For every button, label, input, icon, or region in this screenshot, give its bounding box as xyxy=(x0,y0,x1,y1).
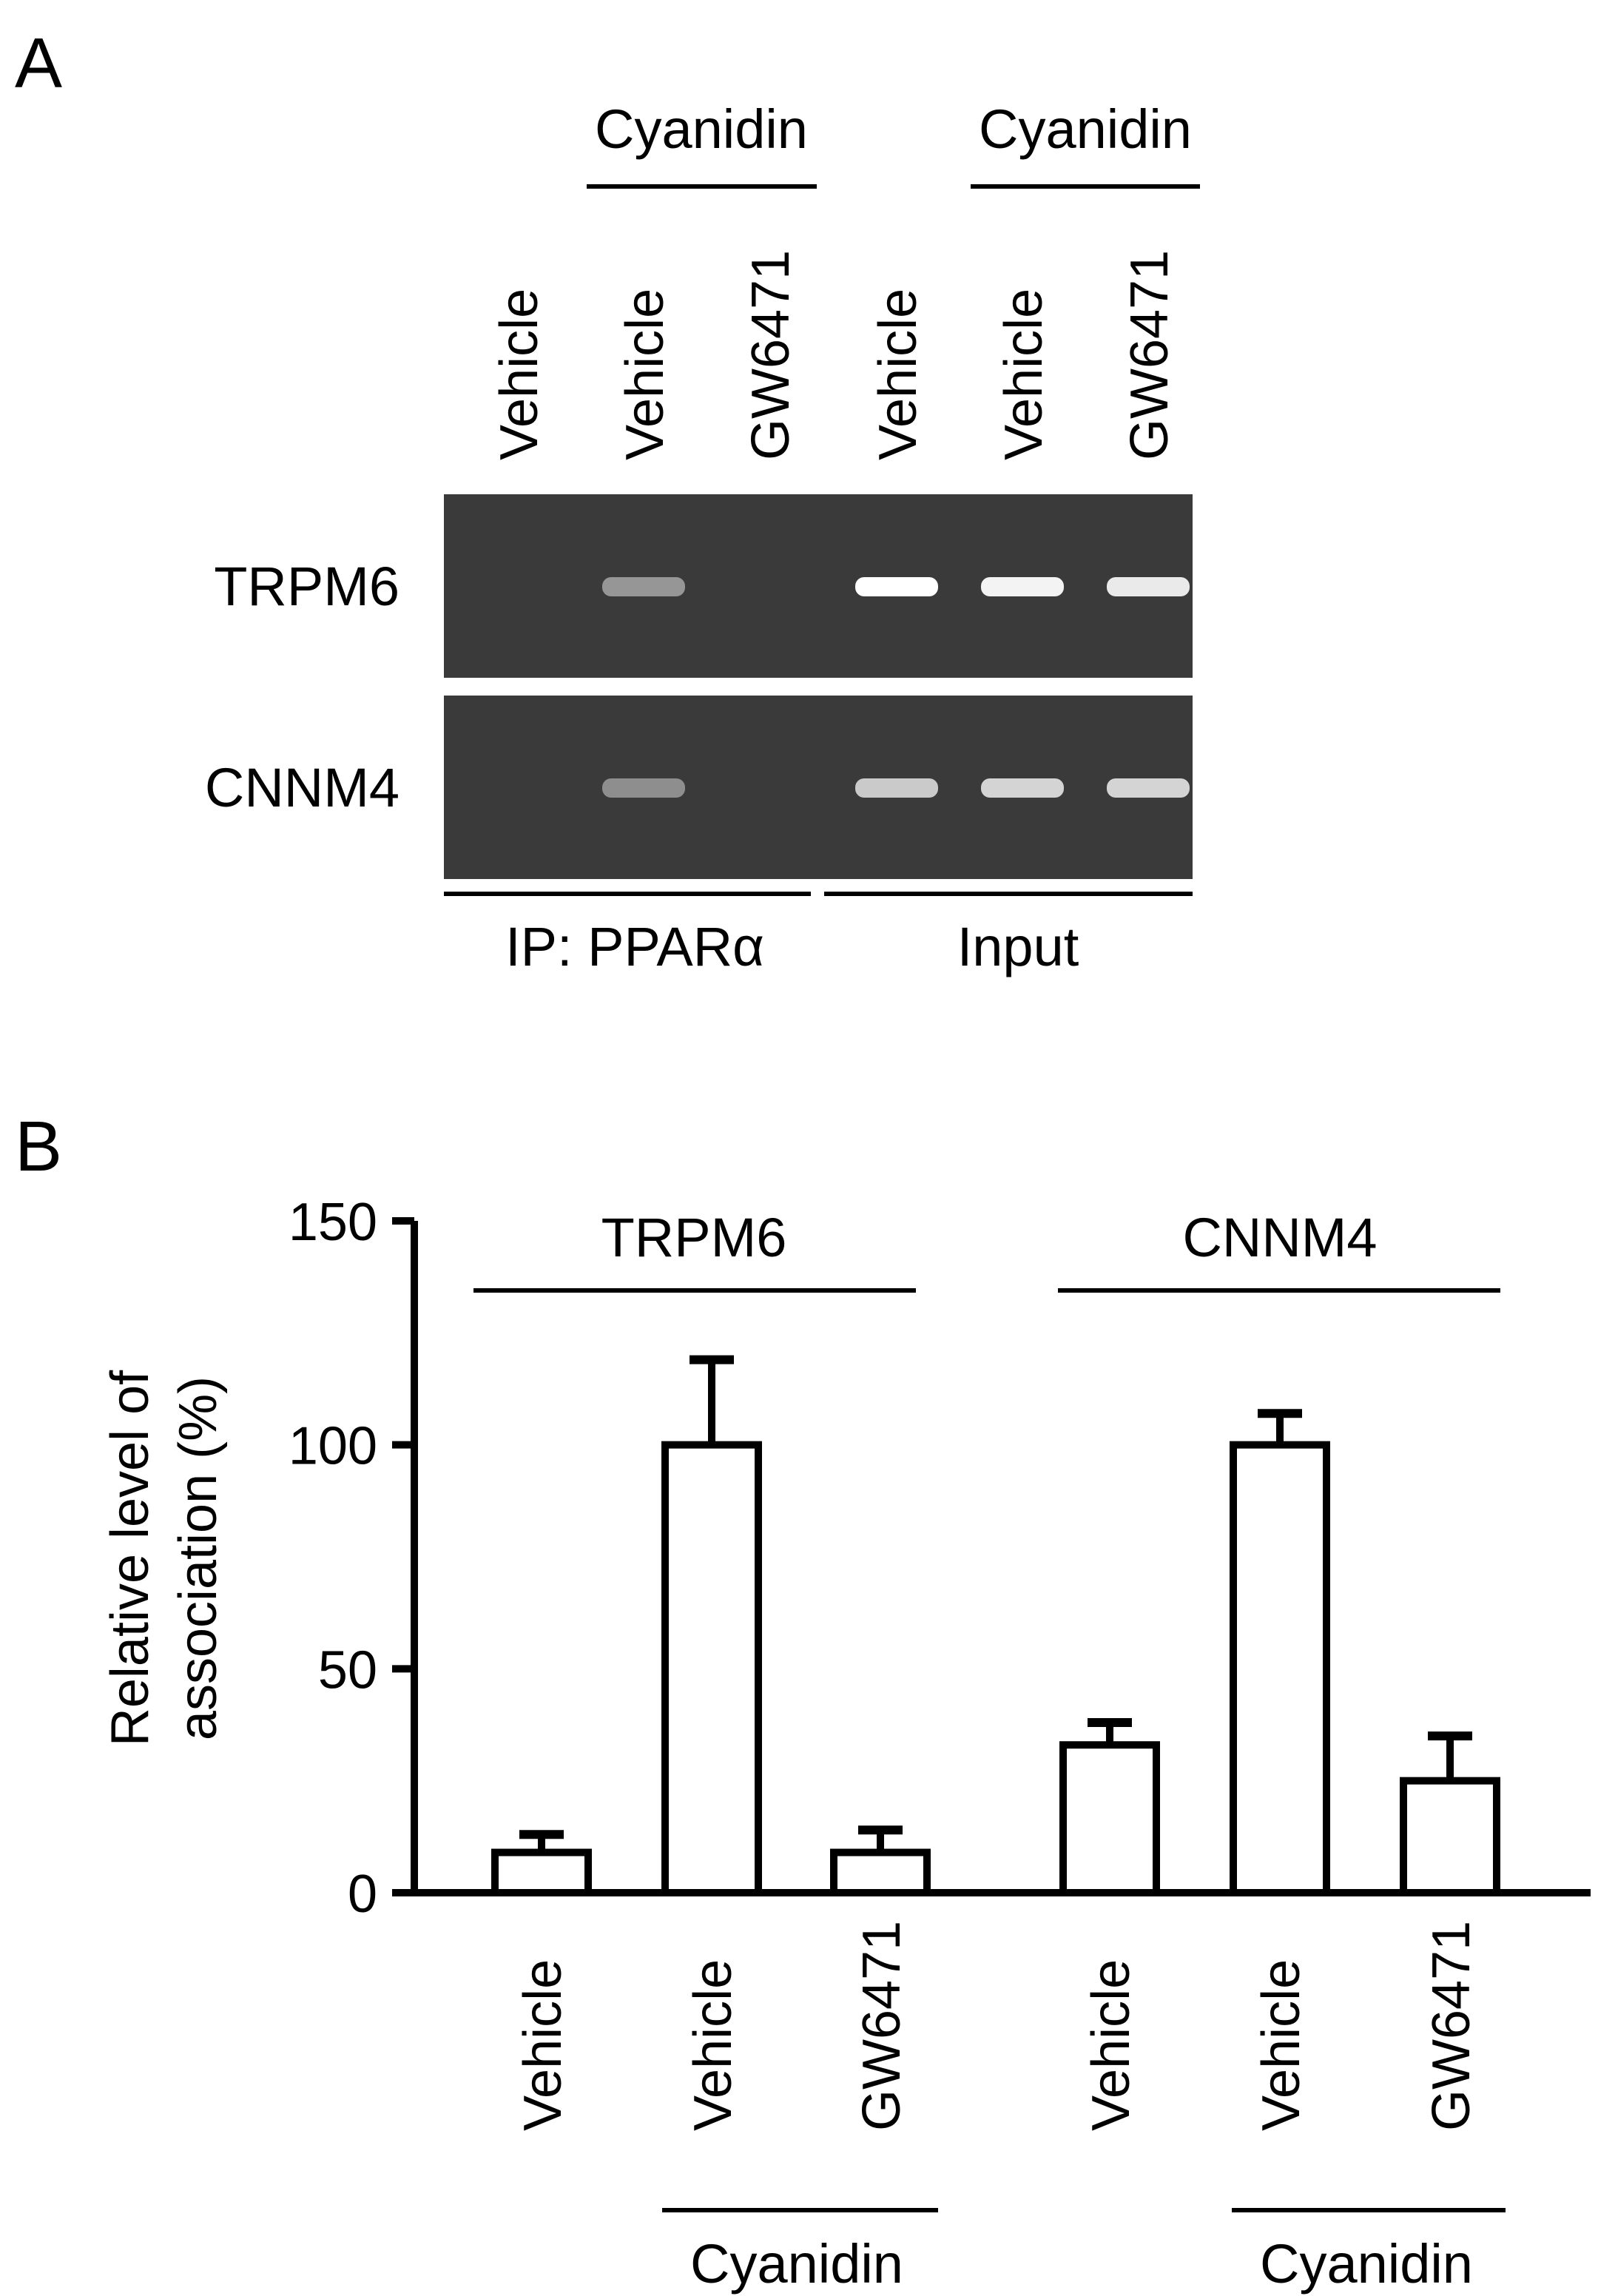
y-tick-label: 150 xyxy=(289,1193,377,1252)
gel-band xyxy=(855,577,938,596)
group-label: TRPM6 xyxy=(601,1207,787,1268)
lane-label: Vehicle xyxy=(869,289,928,460)
gel-image xyxy=(444,494,1193,678)
gel-band xyxy=(981,577,1064,596)
x-tick-label: Vehicle xyxy=(513,1959,573,2131)
y-axis-label-line-1: Relative level of xyxy=(101,1370,160,1746)
bar xyxy=(661,1441,762,1896)
y-tick-label: 50 xyxy=(318,1640,377,1700)
treatment-label: Cyanidin xyxy=(1260,2233,1473,2295)
blot-label: TRPM6 xyxy=(214,556,400,617)
gel-image xyxy=(444,696,1193,879)
bar xyxy=(1230,1441,1330,1896)
treatment-label: Cyanidin xyxy=(690,2233,903,2295)
bar xyxy=(1059,1741,1160,1896)
bar xyxy=(1400,1777,1500,1897)
x-tick-label: Vehicle xyxy=(684,1959,743,2131)
blot-label: CNNM4 xyxy=(205,757,400,818)
lane-label: GW6471 xyxy=(741,250,800,460)
x-tick-label: Vehicle xyxy=(1082,1959,1141,2131)
gel-band xyxy=(855,778,938,798)
panel-b-label: B xyxy=(15,1107,62,1186)
bar xyxy=(830,1848,931,1897)
lane-label: GW6471 xyxy=(1120,250,1179,460)
gel-band xyxy=(1107,577,1190,596)
group-label: CNNM4 xyxy=(1182,1207,1377,1268)
panel-a-section-label: IP: PPARα xyxy=(505,916,764,977)
y-tick-label: 0 xyxy=(348,1865,377,1924)
lane-label: Vehicle xyxy=(616,289,675,460)
x-tick-label: GW6471 xyxy=(1422,1921,1481,2131)
x-tick-label: Vehicle xyxy=(1252,1959,1311,2131)
bar xyxy=(491,1848,592,1897)
panel-a-label: A xyxy=(15,24,62,103)
panel-a-section-label: Input xyxy=(957,916,1079,977)
panel-a-treatment-label: Cyanidin xyxy=(979,98,1192,160)
gel-band xyxy=(602,577,685,596)
gel-band xyxy=(1107,778,1190,798)
y-axis-label-line-2: association (%) xyxy=(169,1376,228,1740)
y-tick-label: 100 xyxy=(289,1417,377,1476)
gel-band xyxy=(981,778,1064,798)
gel-band xyxy=(602,778,685,798)
lane-label: Vehicle xyxy=(994,289,1053,460)
x-tick-label: GW6471 xyxy=(852,1921,911,2131)
lane-label: Vehicle xyxy=(490,289,549,460)
panel-a-treatment-label: Cyanidin xyxy=(595,98,808,160)
